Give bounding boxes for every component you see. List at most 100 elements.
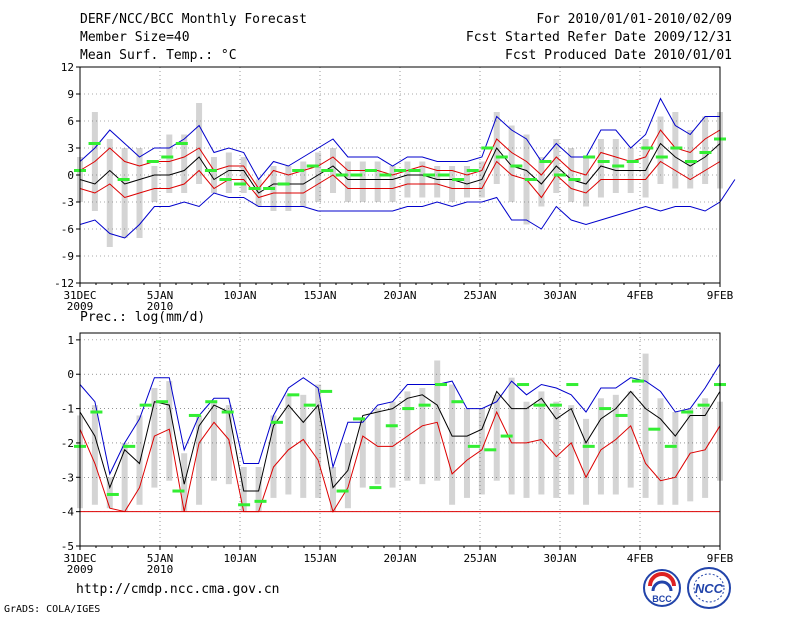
ensemble-range-bar: [687, 408, 694, 502]
ensemble-mean-line: [79, 390, 721, 492]
observation-marker: [655, 155, 668, 159]
observation-marker: [423, 173, 436, 177]
ensemble-range-bar: [597, 398, 604, 495]
ensemble-range-bar: [508, 125, 515, 202]
observation-marker: [292, 169, 305, 172]
y-tick-label: -1: [61, 403, 74, 416]
observation-marker: [303, 403, 316, 407]
x-tick-label: 15JAN: [303, 289, 336, 302]
chart-title: DERF/NCC/BCC Monthly Forecast: [80, 12, 307, 27]
observation-marker: [568, 178, 581, 181]
x-tick-label: 20JAN: [383, 552, 416, 565]
ensemble-range-bar: [91, 405, 98, 505]
observation-marker: [254, 499, 267, 503]
min-line: [79, 179, 736, 239]
ensemble-range-bar: [449, 384, 456, 505]
observation-marker: [221, 410, 234, 414]
y-tick-label: 12: [61, 61, 74, 74]
ensemble-range-bar: [374, 161, 381, 202]
observation-marker: [484, 448, 497, 452]
ensemble-range-bar: [597, 139, 604, 198]
observation-marker: [385, 424, 398, 428]
observation-marker: [90, 410, 103, 414]
ensemble-range-bar: [136, 415, 143, 505]
ensemble-range-bar: [121, 148, 128, 238]
variable-label: Mean Surf. Temp.: °C: [80, 48, 237, 63]
observation-marker: [204, 169, 217, 172]
x-tick-label: 15JAN: [303, 552, 336, 565]
observation-marker: [684, 160, 697, 163]
ensemble-range-bar: [344, 442, 351, 509]
ensemble-range-bar: [463, 408, 470, 498]
observation-marker: [615, 413, 628, 417]
observation-marker: [554, 173, 566, 177]
max-line: [79, 97, 720, 181]
observation-marker: [697, 403, 710, 407]
observation-marker: [495, 155, 508, 159]
ensemble-range-bar: [627, 391, 634, 488]
ensemble-range-bar: [419, 387, 426, 485]
ensemble-range-bar: [181, 134, 188, 193]
observation-marker: [188, 413, 201, 417]
y-tick-label: -5: [61, 540, 74, 553]
observation-marker: [582, 444, 595, 448]
ensemble-range-bar: [106, 477, 113, 509]
observation-marker: [146, 160, 159, 163]
ensemble-range-bar: [523, 401, 530, 498]
ensemble-range-bar: [568, 405, 575, 495]
upper-quartile-line: [79, 129, 721, 190]
bcc-logo-text: BCC: [652, 594, 672, 604]
observation-marker: [612, 164, 625, 168]
ensemble-range-bar: [657, 116, 664, 184]
observation-marker: [539, 160, 552, 163]
ncc-logo-text: NCC: [695, 581, 724, 596]
ensemble-range-bar: [434, 360, 441, 481]
observation-marker: [467, 444, 480, 448]
ensemble-range-bar: [538, 157, 545, 207]
observation-marker: [408, 169, 421, 172]
observation-marker: [631, 379, 644, 383]
observation-marker: [335, 173, 348, 177]
observation-marker: [451, 400, 464, 404]
observation-marker: [524, 178, 537, 181]
website-url[interactable]: http://cmdp.ncc.cma.gov.cn: [76, 582, 280, 597]
observation-marker: [597, 160, 610, 163]
observation-marker: [306, 164, 319, 168]
observation-marker: [88, 142, 101, 145]
observation-marker: [670, 146, 683, 150]
observation-marker: [583, 155, 596, 159]
observation-marker: [172, 489, 185, 493]
observation-marker: [626, 160, 639, 163]
y-tick-label: -2: [61, 437, 74, 450]
y-tick-label: 1: [67, 334, 74, 347]
observation-marker: [287, 393, 300, 397]
x-tick-label: 30JAN: [543, 289, 576, 302]
ensemble-range-bar: [463, 166, 470, 198]
ensemble-range-bar: [344, 161, 351, 202]
observation-marker: [320, 389, 333, 393]
ensemble-range-bar: [687, 130, 694, 189]
ensemble-range-bar: [225, 405, 232, 485]
observation-marker: [599, 407, 612, 411]
observation-marker: [664, 444, 677, 448]
observation-marker: [205, 400, 218, 404]
x-tick-label: 9FEB: [707, 289, 734, 302]
ensemble-range-bar: [449, 166, 456, 202]
ensemble-range-bar: [359, 418, 366, 488]
y-tick-label: -3: [61, 471, 74, 484]
ensemble-range-bar: [657, 398, 664, 505]
ensemble-range-bar: [106, 139, 113, 247]
y-tick-label: -3: [61, 196, 74, 209]
x-tick-label: 25JAN: [463, 552, 496, 565]
x-tick-label: 10JAN: [223, 552, 256, 565]
ensemble-range-bar: [315, 384, 322, 498]
x-tick-label: 5JAN: [147, 552, 174, 565]
ensemble-range-bar: [478, 408, 485, 495]
ensemble-range-bar: [642, 353, 649, 498]
ensemble-range-bar: [583, 418, 590, 505]
ensemble-range-bar: [285, 394, 292, 495]
ensemble-range-bar: [672, 112, 679, 189]
y-tick-label: 3: [67, 142, 74, 155]
observation-marker: [699, 151, 712, 154]
